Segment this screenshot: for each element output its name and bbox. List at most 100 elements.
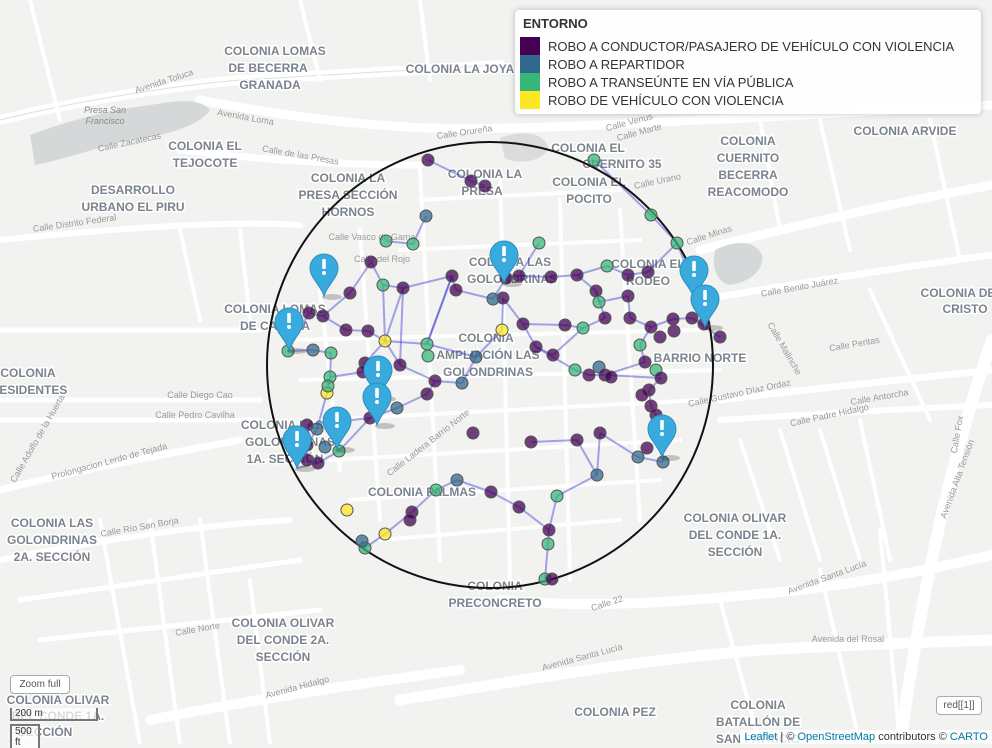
- incident-point[interactable]: [524, 435, 538, 449]
- incident-point[interactable]: [469, 350, 483, 364]
- incident-point[interactable]: [529, 340, 543, 354]
- incident-point[interactable]: [604, 370, 618, 384]
- map-marker-icon[interactable]: [322, 406, 355, 453]
- incident-point[interactable]: [713, 330, 727, 344]
- incident-point[interactable]: [445, 269, 459, 283]
- incident-point[interactable]: [589, 284, 603, 298]
- incident-point[interactable]: [316, 309, 330, 323]
- incident-point[interactable]: [550, 489, 564, 503]
- incident-point[interactable]: [570, 268, 584, 282]
- incident-point[interactable]: [568, 363, 582, 377]
- zoom-full-button[interactable]: Zoom full: [10, 675, 70, 694]
- incident-point[interactable]: [631, 450, 645, 464]
- map-markers[interactable]: [274, 240, 723, 472]
- incident-point[interactable]: [512, 269, 526, 283]
- incident-point[interactable]: [641, 265, 655, 279]
- incident-point[interactable]: [545, 572, 559, 586]
- incident-points[interactable]: [281, 153, 727, 586]
- incident-point[interactable]: [590, 468, 604, 482]
- map-marker-icon[interactable]: [489, 240, 522, 287]
- incident-point[interactable]: [390, 401, 404, 415]
- incident-point[interactable]: [421, 153, 435, 167]
- incident-point[interactable]: [656, 455, 670, 469]
- incident-point[interactable]: [486, 292, 500, 306]
- incident-point[interactable]: [393, 358, 407, 372]
- incident-point[interactable]: [464, 174, 478, 188]
- incident-point[interactable]: [576, 321, 590, 335]
- incident-point[interactable]: [302, 306, 316, 320]
- incident-point[interactable]: [541, 537, 555, 551]
- incident-point[interactable]: [403, 513, 417, 527]
- incident-point[interactable]: [321, 379, 335, 393]
- incident-point[interactable]: [343, 286, 357, 300]
- incident-point[interactable]: [376, 278, 390, 292]
- incident-point[interactable]: [339, 323, 353, 337]
- map-marker-icon[interactable]: [362, 382, 395, 429]
- incident-point[interactable]: [455, 376, 469, 390]
- map-marker-icon[interactable]: [309, 253, 342, 300]
- incident-point[interactable]: [667, 324, 681, 338]
- incident-point[interactable]: [640, 441, 654, 455]
- incident-point[interactable]: [429, 483, 443, 497]
- incident-point[interactable]: [379, 234, 393, 248]
- incident-point[interactable]: [406, 237, 420, 251]
- incident-point[interactable]: [311, 456, 325, 470]
- incident-point[interactable]: [512, 500, 526, 514]
- map-marker-icon[interactable]: [274, 307, 307, 354]
- incident-point[interactable]: [420, 337, 434, 351]
- map-marker-icon[interactable]: [282, 425, 315, 472]
- incident-point[interactable]: [598, 311, 612, 325]
- incident-point[interactable]: [621, 289, 635, 303]
- incident-point[interactable]: [516, 317, 530, 331]
- incident-point[interactable]: [653, 330, 667, 344]
- incident-point[interactable]: [378, 334, 392, 348]
- incident-point[interactable]: [340, 503, 354, 517]
- incident-point[interactable]: [478, 179, 492, 193]
- incident-point[interactable]: [542, 523, 556, 537]
- osm-link[interactable]: OpenStreetMap: [797, 731, 876, 743]
- incident-point[interactable]: [666, 312, 680, 326]
- map-marker-icon[interactable]: [690, 284, 723, 331]
- incident-point[interactable]: [361, 324, 375, 338]
- map-marker-icon[interactable]: [647, 414, 680, 461]
- incident-point[interactable]: [582, 368, 596, 382]
- incident-point[interactable]: [654, 371, 668, 385]
- layer-red-button[interactable]: red[[1]]: [936, 696, 982, 715]
- incident-point[interactable]: [420, 387, 434, 401]
- incident-point[interactable]: [396, 281, 410, 295]
- incident-point[interactable]: [593, 426, 607, 440]
- incident-point[interactable]: [428, 374, 442, 388]
- incident-point[interactable]: [558, 318, 572, 332]
- incident-point[interactable]: [600, 259, 614, 273]
- incident-point[interactable]: [670, 236, 684, 250]
- incident-point[interactable]: [685, 311, 699, 325]
- incident-point[interactable]: [644, 208, 658, 222]
- incident-point[interactable]: [364, 255, 378, 269]
- incident-point[interactable]: [638, 355, 652, 369]
- incident-point[interactable]: [570, 433, 584, 447]
- incident-point[interactable]: [449, 283, 463, 297]
- incident-point[interactable]: [621, 268, 635, 282]
- incident-point[interactable]: [546, 348, 560, 362]
- leaflet-link[interactable]: Leaflet: [744, 731, 778, 743]
- incident-point[interactable]: [484, 485, 498, 499]
- incident-point[interactable]: [355, 534, 369, 548]
- incident-point[interactable]: [623, 311, 637, 325]
- incident-point[interactable]: [421, 349, 435, 363]
- incident-point[interactable]: [544, 270, 558, 284]
- incident-point[interactable]: [324, 346, 338, 360]
- incident-point[interactable]: [587, 153, 601, 167]
- incident-point[interactable]: [378, 527, 392, 541]
- incident-point[interactable]: [310, 422, 324, 436]
- incident-point[interactable]: [644, 320, 658, 334]
- incident-point[interactable]: [635, 388, 649, 402]
- incident-point[interactable]: [306, 343, 320, 357]
- incident-point[interactable]: [532, 236, 546, 250]
- carto-link[interactable]: CARTO: [949, 731, 988, 743]
- incident-point[interactable]: [450, 473, 464, 487]
- incident-point[interactable]: [318, 440, 332, 454]
- incident-point[interactable]: [592, 295, 606, 309]
- incident-point[interactable]: [495, 323, 509, 337]
- incident-point[interactable]: [466, 426, 480, 440]
